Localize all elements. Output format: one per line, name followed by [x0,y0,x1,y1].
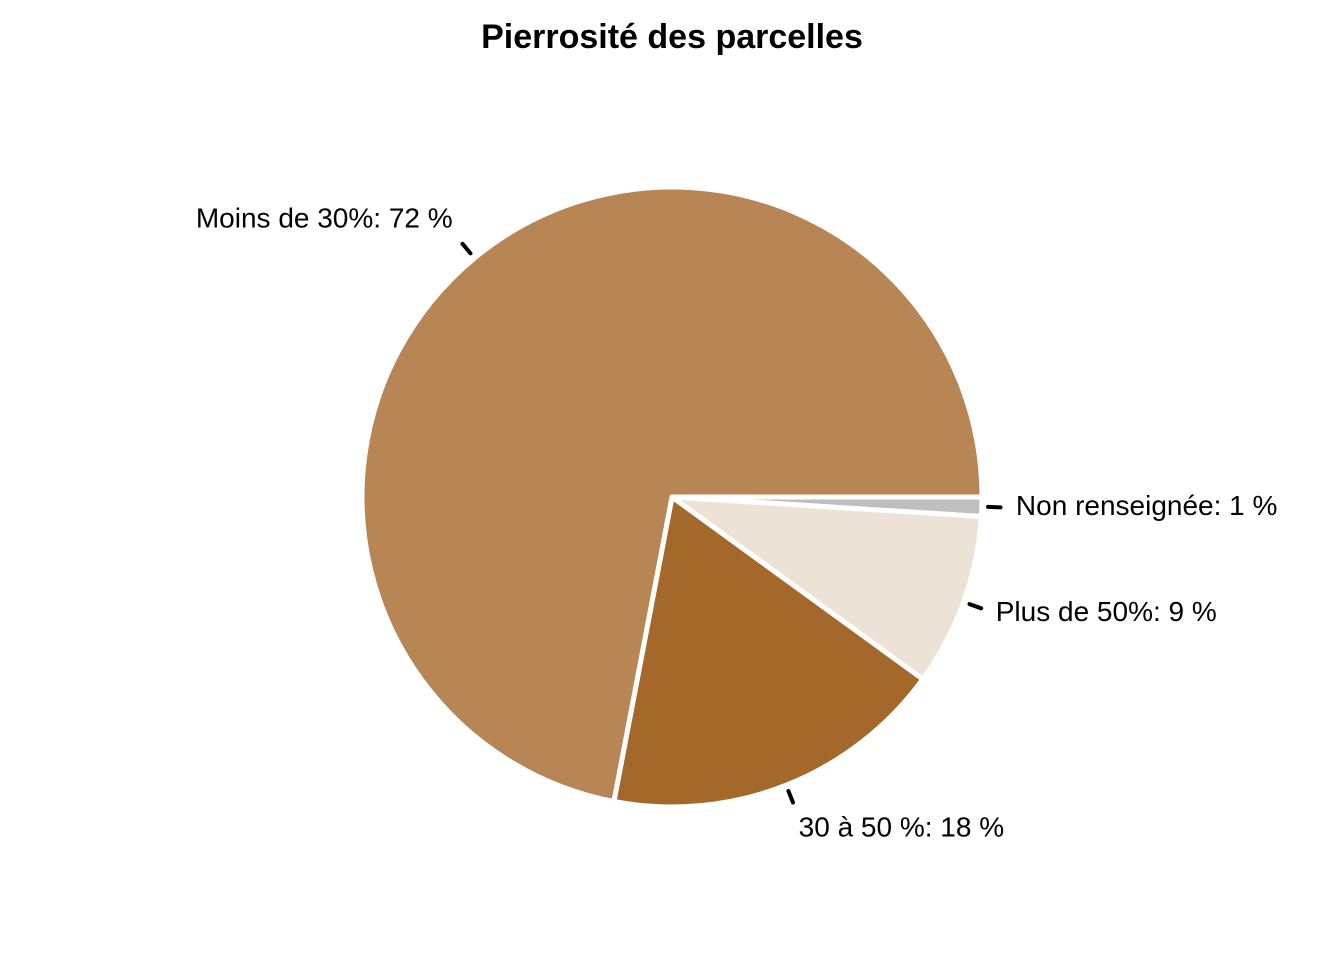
chart-title: Pierrosité des parcelles [481,18,863,56]
slice-label-plus-de-50: Plus de 50%: 9 % [996,596,1217,627]
slice-label-moins-de-30: Moins de 30%: 72 % [196,202,453,233]
pie-slice-moins-de-30 [359,184,985,805]
slice-label-non-renseignee: Non renseignée: 1 % [1016,490,1278,521]
leader-line-plus-de-50 [967,602,984,611]
pie-labels: Non renseignée: 1 % Plus de 50%: 9 % 30 à … [196,202,1278,842]
leader-line-moins-de-30 [460,241,473,256]
pie-slice-30-a-50 [611,494,926,810]
pie-leader-lines [460,241,1003,805]
leader-line-30-a-50 [786,789,795,805]
pie-slice-plus-de-50 [669,494,984,682]
slice-label-30-a-50: 30 à 50 %: 18 % [799,811,1004,842]
pie-slices [359,184,985,810]
